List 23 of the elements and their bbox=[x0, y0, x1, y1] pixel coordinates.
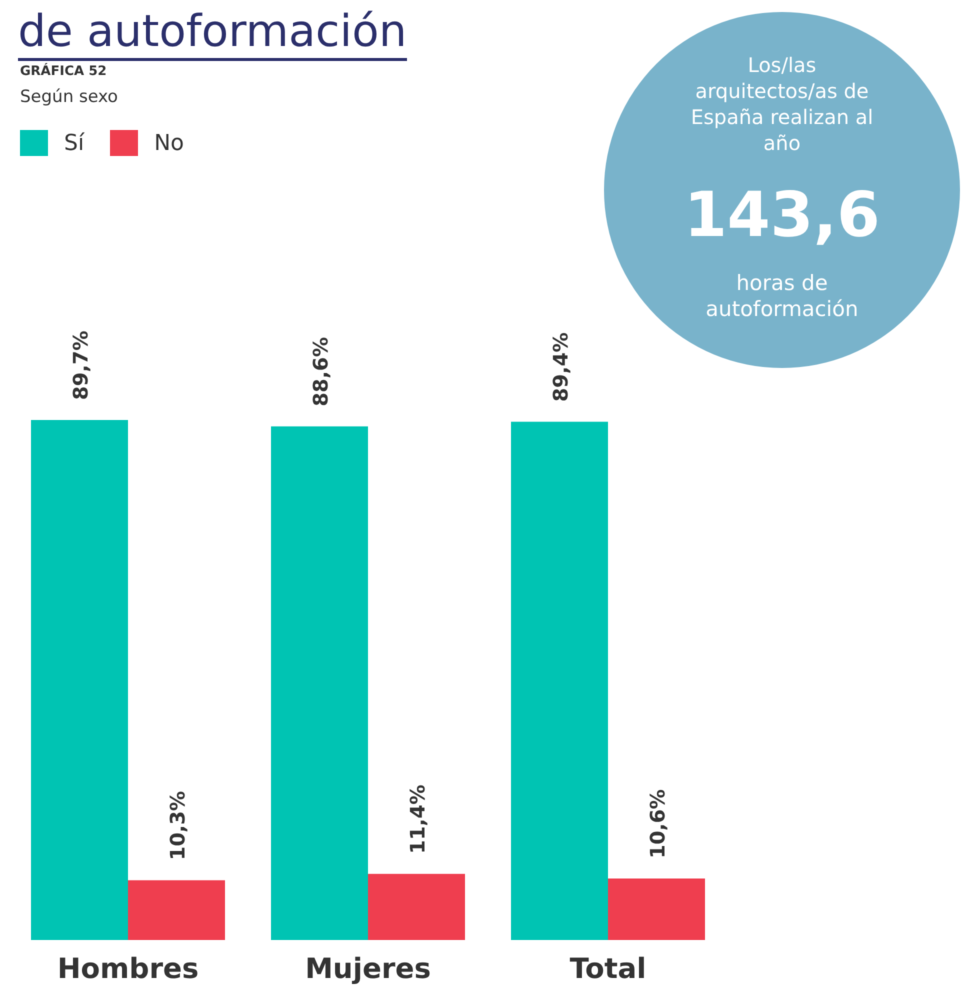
x-tick-label: Mujeres bbox=[305, 952, 431, 985]
data-label: 88,6% bbox=[308, 336, 332, 406]
chart-title: de autoformación bbox=[18, 6, 407, 61]
bar bbox=[511, 422, 608, 940]
data-label: 10,3% bbox=[166, 790, 190, 860]
data-label: 11,4% bbox=[406, 784, 430, 854]
text: horas de autoformación bbox=[704, 270, 860, 322]
legend-label: Sí bbox=[64, 130, 84, 156]
text: 143,6 bbox=[682, 178, 882, 251]
chart-subtitle: Según sexo bbox=[20, 87, 118, 107]
data-label: 10,6% bbox=[646, 789, 670, 859]
legend-label: No bbox=[154, 130, 184, 156]
bar bbox=[271, 426, 368, 940]
data-label: 89,4% bbox=[548, 332, 572, 402]
bar bbox=[608, 878, 705, 940]
bar bbox=[31, 420, 128, 940]
bar bbox=[368, 874, 465, 940]
text: Los/las arquitectos/as de España realizan al año bbox=[690, 52, 874, 156]
data-label: 89,7% bbox=[68, 330, 92, 400]
text: GRÁFICA 52 bbox=[20, 64, 107, 79]
x-tick-label: Total bbox=[570, 952, 646, 985]
x-tick-label: Hombres bbox=[57, 952, 199, 985]
bar bbox=[128, 880, 225, 940]
